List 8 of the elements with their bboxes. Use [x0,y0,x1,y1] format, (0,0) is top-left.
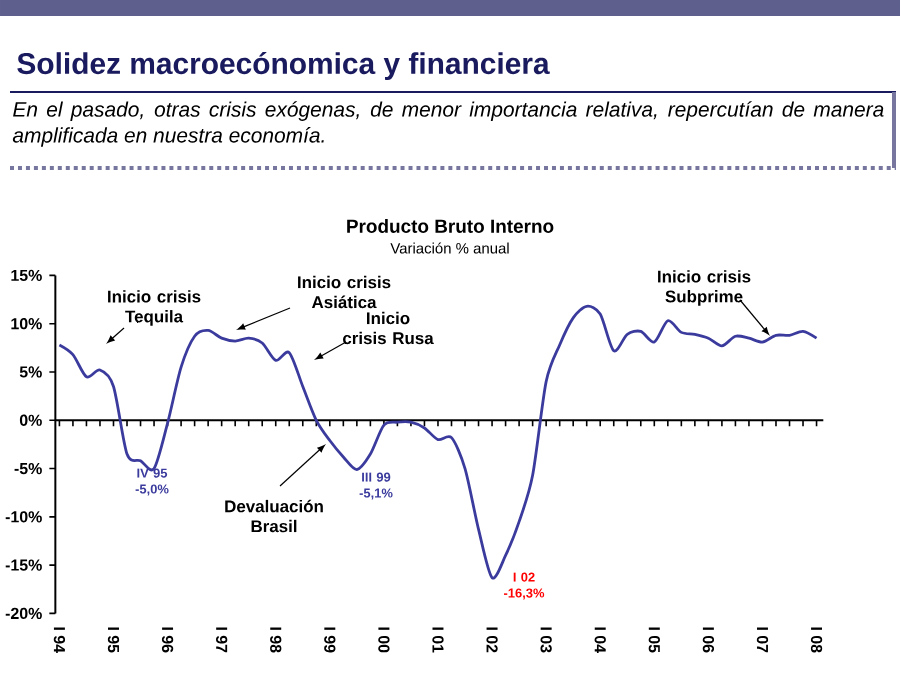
text: En el pasado, otras crisis exógenas, de menor importancia relativa, repercutían de manera amplificada en nuestra economía. [12,101,884,147]
text: Solidez macroecónomica y financiera [17,51,550,81]
annotation: Inicio crisis Rusa [343,311,434,345]
annotation: Inicio crisis Tequila [108,290,201,326]
annotation: Inicio crisis Asiática [298,275,391,309]
chart-title: Producto Bruto Interno [347,219,554,233]
annotation: Inicio crisis Subprime [658,270,751,306]
annotation: Devaluación Brasil [225,499,323,533]
